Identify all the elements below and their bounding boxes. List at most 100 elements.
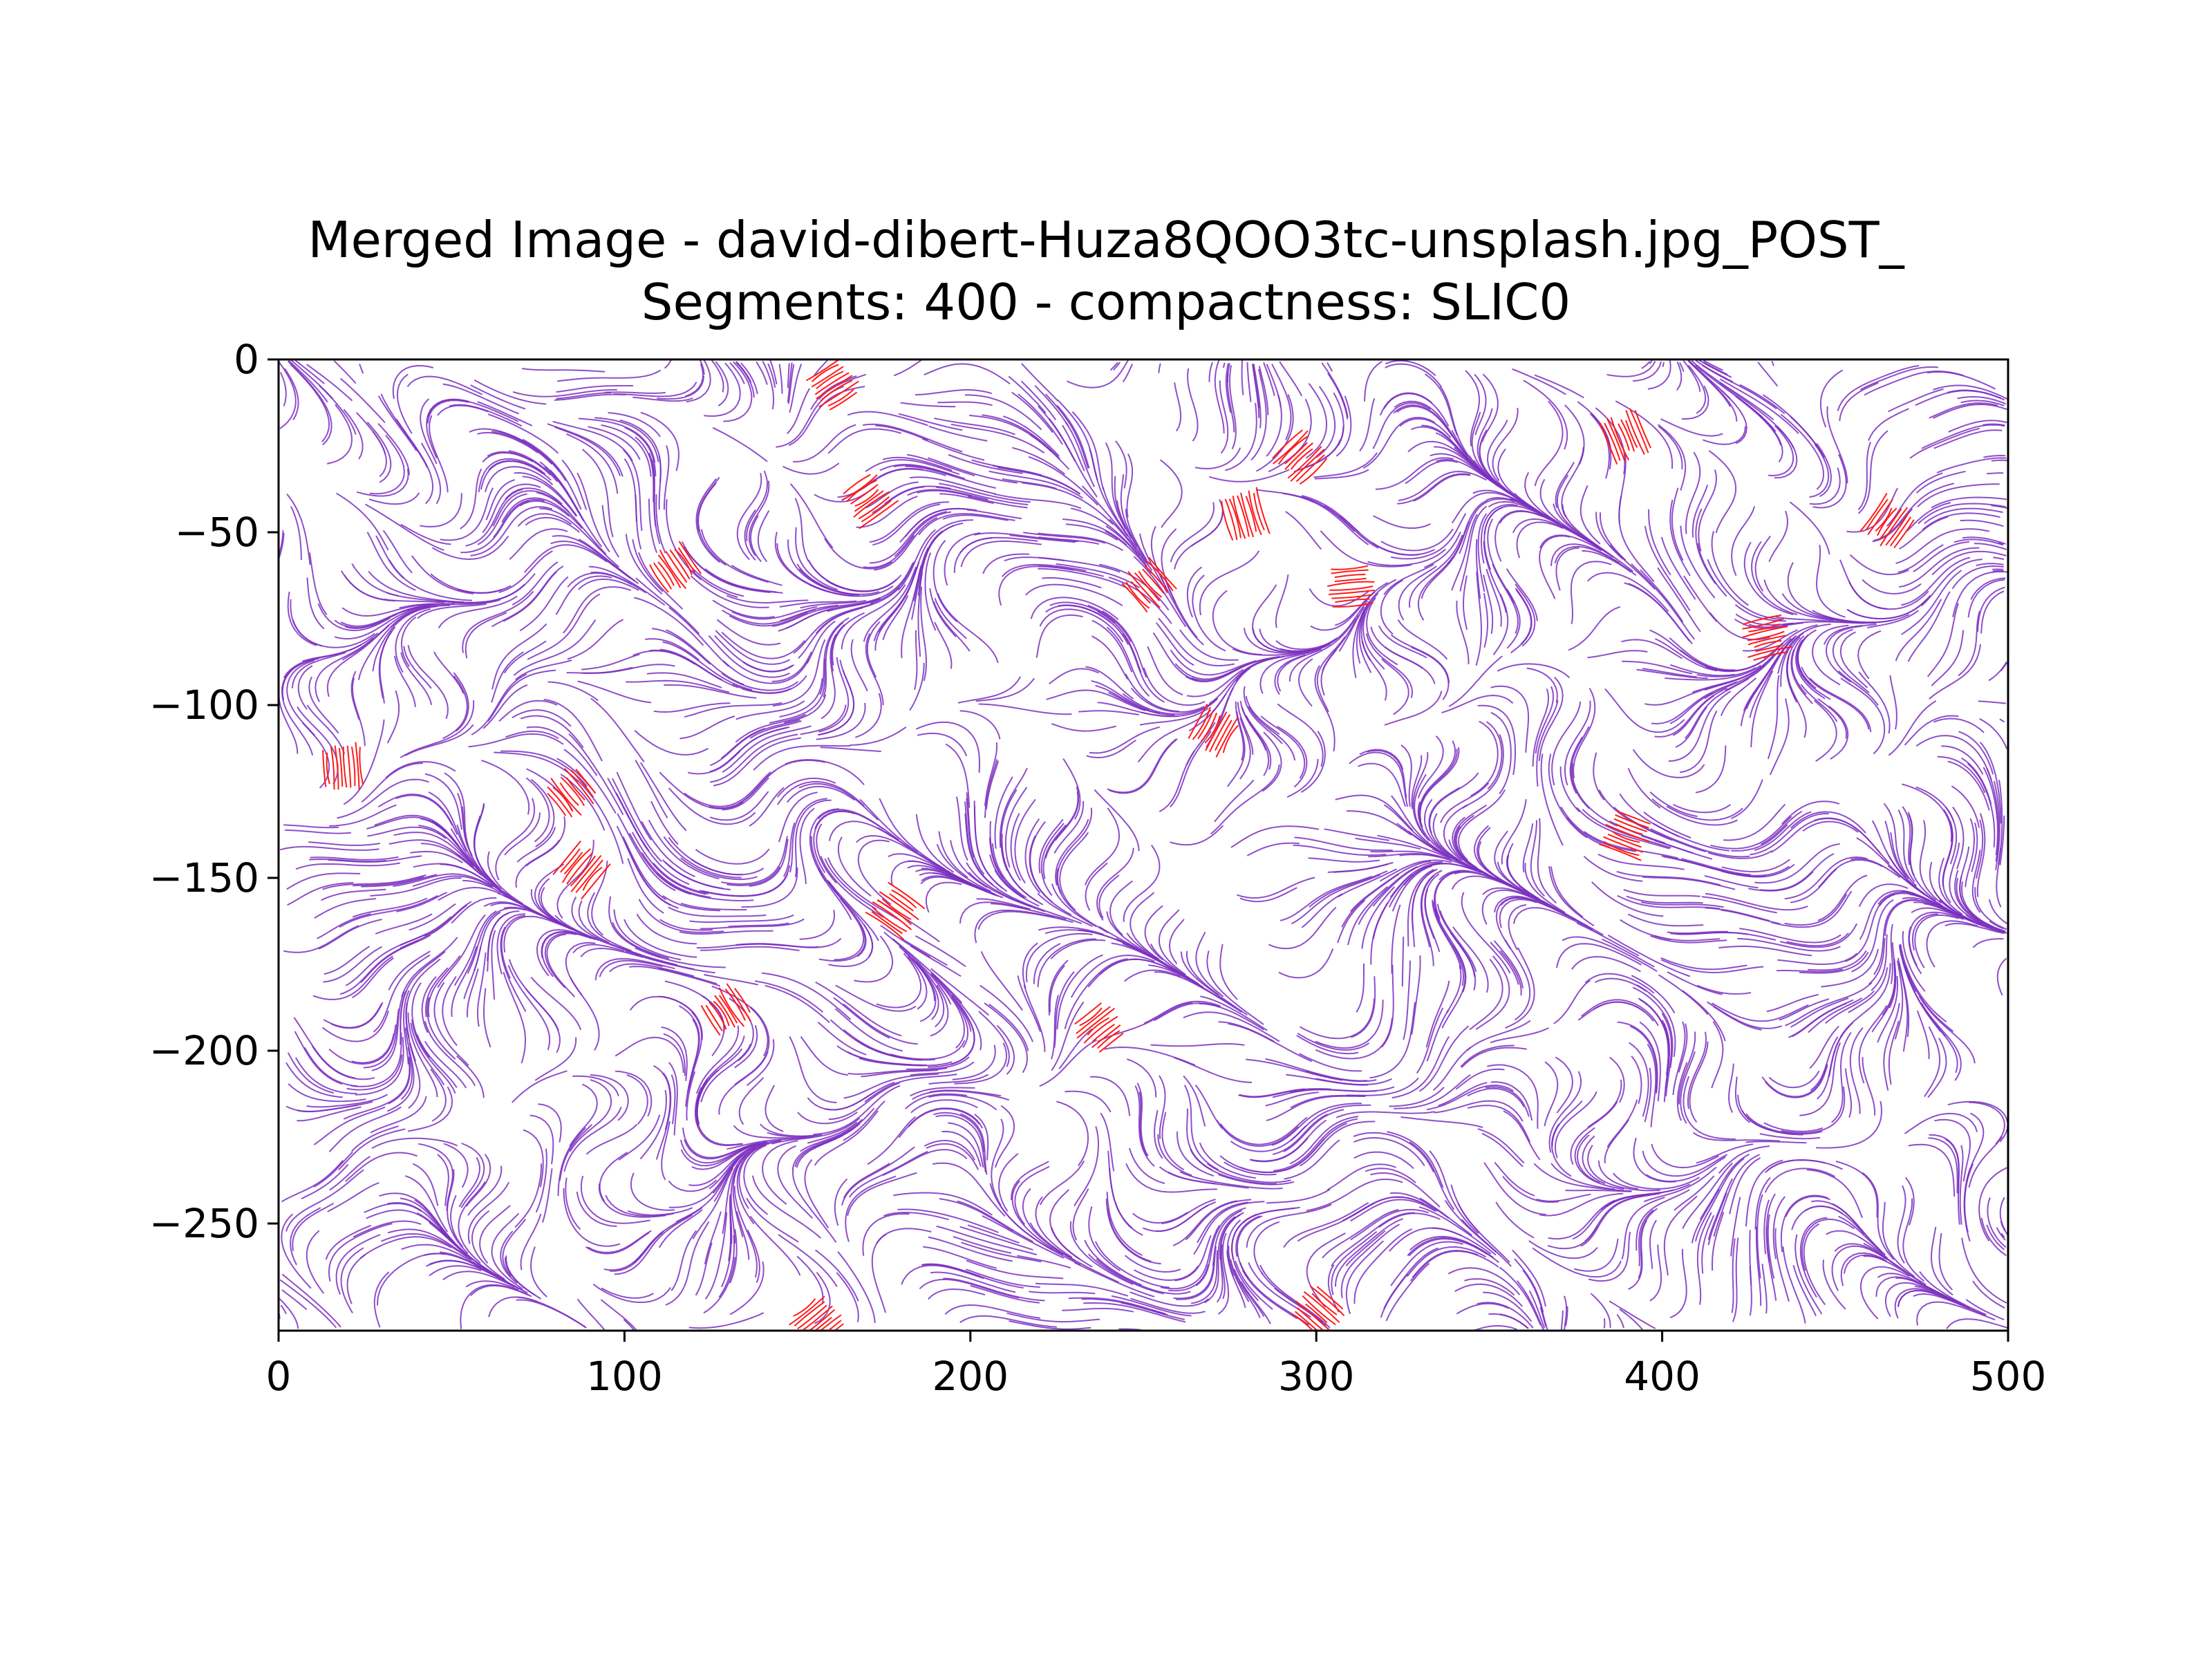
streamline [1123,969,1181,982]
streamline [711,985,769,1057]
streamline [1107,738,1177,794]
streamline [388,950,431,991]
streamline [1297,658,1313,707]
highlight-line [1748,623,1780,632]
streamline [645,638,700,661]
streamline [1150,1042,1245,1047]
streamline [1411,868,1438,931]
streamline [825,1091,876,1111]
streamline [1780,632,1804,687]
streamline [1096,1258,1191,1295]
streamline [297,665,313,710]
streamline [625,534,663,595]
streamline [1976,819,1984,879]
streamline [982,1215,1065,1259]
streamline [959,1315,1057,1328]
streamline [1544,1061,1559,1127]
streamline [1268,906,1337,950]
streamline [1350,1208,1429,1241]
streamline [1731,1238,1736,1313]
streamline [1979,718,2008,749]
streamline [477,493,527,545]
streamline [1272,1089,1377,1098]
streamline [1848,581,1929,610]
streamline [1243,628,1303,654]
streamline [1683,360,1701,392]
highlight-line [888,881,926,910]
streamline [388,559,473,601]
streamline [1030,597,1119,620]
streamline [1446,965,1462,1013]
streamline [786,785,855,803]
streamline [1407,868,1434,947]
streamline [970,1285,1040,1304]
streamline [971,459,1042,476]
streamline [322,1010,389,1042]
streamline [843,1003,918,1045]
streamline [1391,865,1433,912]
streamline [1337,899,1366,944]
streamline [941,1130,982,1167]
streamline [663,836,742,879]
streamline [1573,687,1596,778]
streamline [368,492,420,505]
streamline [1904,1177,1915,1226]
streamline [833,997,890,1039]
streamline [493,498,545,538]
streamline [933,1112,985,1152]
streamline [837,836,872,897]
streamline [420,398,438,465]
highlight-line [1334,574,1366,579]
streamline [1056,1100,1089,1167]
streamline [1736,865,1790,877]
streamline [834,1008,903,1052]
streamline [430,1068,447,1122]
highlight-line [1079,1007,1103,1027]
streamline [1419,747,1460,821]
streamline [1635,1189,1690,1251]
streamline [1600,1189,1674,1210]
streamline [668,906,767,917]
streamline [659,919,713,931]
streamline [1817,1025,1850,1100]
highlight-line [818,380,859,408]
streamline [1699,1153,1750,1220]
streamline [715,630,790,665]
streamline [308,676,339,734]
streamline [1983,767,1998,856]
streamline [412,875,492,888]
streamline [756,361,768,385]
streamline [977,910,1074,930]
streamline [646,672,722,688]
streamline [1604,688,1685,733]
streamline [1626,895,1703,904]
streamline [1174,1235,1212,1282]
streamline [1817,697,1848,739]
streamline [1631,1056,1642,1104]
streamline [697,482,727,566]
streamline [1230,1259,1261,1318]
streamline [1398,565,1437,621]
streamline [1959,1145,1964,1225]
streamline [1602,938,1655,968]
streamline [1847,598,1928,620]
streamline [936,843,992,892]
streamline [1485,568,1502,627]
streamline [1757,362,1779,387]
streamline [1239,1138,1325,1174]
streamline [1550,866,1584,918]
streamline [314,898,377,919]
streamline [1109,1168,1133,1229]
streamline [1873,899,1918,975]
streamline [581,653,640,671]
streamline [1364,361,1382,402]
highlight-line [1134,572,1161,601]
streamline [872,503,941,546]
streamline [732,1152,750,1238]
streamline [661,1121,671,1181]
streamline [700,946,800,952]
x-tick-label: 300 [1278,1353,1355,1400]
streamline [665,1221,710,1306]
streamline [892,938,963,1004]
streamline [862,1212,910,1256]
